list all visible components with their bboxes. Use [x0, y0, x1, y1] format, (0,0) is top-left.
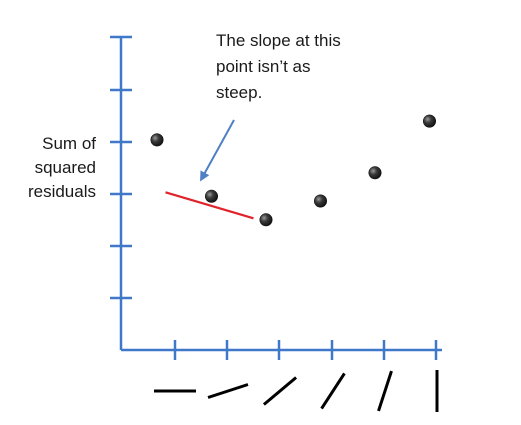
y-axis-label: Sum of squared residuals [4, 134, 96, 202]
annotation-arrow [200, 119, 235, 182]
data-point-1 [205, 189, 219, 203]
slope-mark-3 [320, 372, 346, 410]
y-axis-label-line-1: Sum of [42, 134, 96, 153]
y-axis-label-line-3: residuals [27, 182, 96, 201]
arrow-shaft [200, 119, 235, 182]
y-axis-label-line-2: squared [34, 158, 96, 177]
annotation-line-1: The slope at this [216, 31, 341, 50]
tangent-segment [165, 191, 254, 220]
data-point-2 [259, 213, 273, 227]
data-point-0 [150, 133, 164, 147]
slope-mark-4 [377, 370, 393, 412]
slope-mark-1 [207, 383, 249, 399]
data-point-5 [422, 114, 436, 128]
annotation-text: The slope at this point isn’t as steep. [216, 28, 416, 106]
slope-mark-2 [262, 376, 298, 406]
annotation-line-2: point isn’t as [216, 57, 311, 76]
slope-marks [154, 370, 439, 412]
axes [110, 35, 442, 360]
data-points [150, 114, 436, 227]
tangent-line [165, 191, 254, 220]
data-point-4 [368, 166, 382, 180]
data-point-3 [313, 194, 327, 208]
annotation-line-3: steep. [216, 83, 263, 102]
